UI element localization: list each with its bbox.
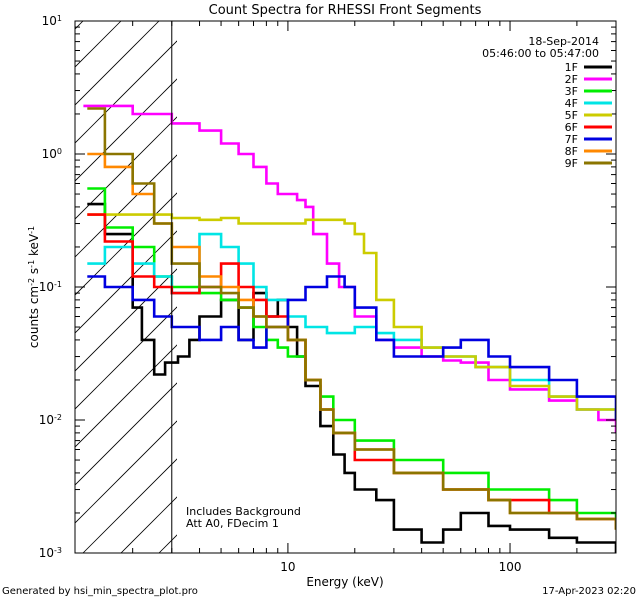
y-axis-label-exp: -2 — [27, 278, 36, 286]
x-tick-labels: 10 100 — [280, 560, 521, 574]
series-line-7F — [87, 275, 616, 420]
annotation-attenuator: Att A0, FDecim 1 — [186, 517, 279, 530]
legend-label-2F: 2F — [565, 73, 578, 86]
series-line-2F — [83, 104, 616, 433]
legend-label-3F: 3F — [565, 85, 578, 98]
time-range-label: 05:46:00 to 05:47:00 — [482, 47, 599, 60]
y-axis-label-end: keV — [27, 233, 41, 260]
y-tick-label-base: 10 — [39, 280, 54, 294]
series-line-4F — [87, 232, 616, 420]
x-tick-label: 10 — [280, 560, 295, 574]
footer-generated-by: Generated by hsi_min_spectra_plot.pro — [2, 586, 198, 597]
series-line-5F — [87, 213, 616, 420]
y-tick-label-base: 10 — [39, 546, 54, 560]
y-tick-label: 10-3 — [39, 546, 62, 561]
annotation-background: Includes Background — [186, 505, 301, 518]
y-tick-label-exp: 1 — [57, 14, 62, 23]
y-tick-label: 10-1 — [39, 280, 62, 295]
y-axis-label-exp3: -1 — [27, 226, 36, 234]
y-tick-label: 10-2 — [39, 413, 62, 428]
hatch-line — [75, 420, 177, 524]
y-tick-label-exp: -2 — [54, 413, 62, 422]
y-tick-label: 101 — [42, 14, 62, 29]
legend-label-1F: 1F — [565, 61, 578, 74]
y-axis-label-exp2: -1 — [27, 260, 36, 268]
hatch-line — [75, 382, 177, 486]
legend-label-7F: 7F — [565, 133, 578, 146]
axis-ticks — [75, 20, 617, 554]
y-tick-label-base: 10 — [42, 147, 57, 161]
x-tick-label: 100 — [499, 560, 522, 574]
series-line-3F — [87, 187, 616, 530]
y-tick-label-exp: -3 — [54, 546, 62, 555]
y-tick-label-base: 10 — [39, 413, 54, 427]
y-axis-label: counts cm-2 s-1 keV-1 — [27, 226, 42, 348]
date-label: 18-Sep-2014 — [528, 35, 599, 48]
y-axis-label-base: counts cm — [27, 286, 41, 348]
legend-label-5F: 5F — [565, 109, 578, 122]
series-line-6F — [87, 213, 616, 530]
legend-label-8F: 8F — [565, 145, 578, 158]
hatch-line — [0, 21, 7, 553]
legend-label-6F: 6F — [565, 121, 578, 134]
y-axis-label-mid: s — [27, 268, 41, 278]
hatch-line — [75, 40, 177, 144]
x-axis-label: Energy (keV) — [306, 575, 383, 589]
footer-timestamp: 17-Apr-2023 02:20 — [542, 586, 636, 597]
y-tick-label-exp: 0 — [57, 147, 62, 156]
legend-label-4F: 4F — [565, 97, 578, 110]
chart-title: Count Spectra for RHESSI Front Segments — [209, 3, 482, 18]
series-layer — [83, 104, 616, 553]
legend-label-9F: 9F — [565, 157, 578, 170]
y-tick-label-base: 10 — [42, 14, 57, 28]
series-line-9F — [87, 107, 616, 530]
series-line-1F — [87, 202, 616, 553]
hatch-line — [75, 78, 177, 182]
y-tick-label: 100 — [42, 147, 62, 162]
y-tick-label-exp: -1 — [54, 280, 62, 289]
